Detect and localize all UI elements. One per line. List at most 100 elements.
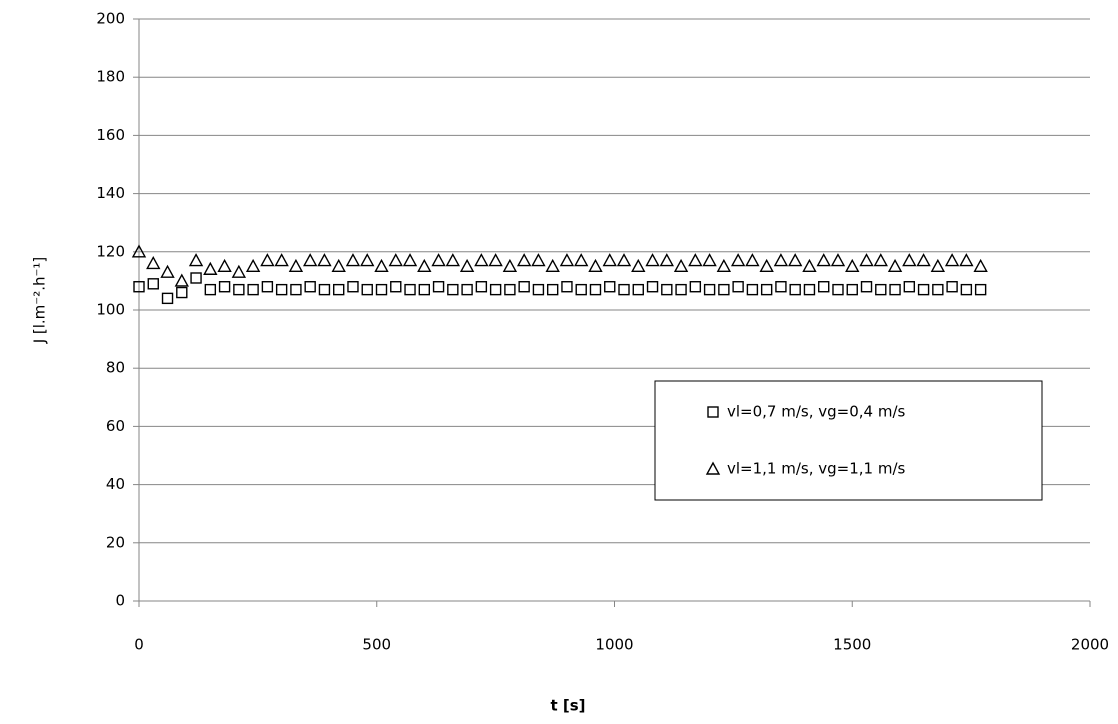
triangle-marker — [360, 253, 375, 267]
triangle-marker — [730, 253, 746, 267]
square-marker — [489, 283, 502, 296]
square-marker — [775, 281, 787, 293]
triangle-marker — [245, 258, 261, 273]
triangle-marker — [331, 258, 346, 273]
square-marker — [333, 283, 345, 296]
triangle-marker — [146, 255, 161, 270]
square-marker — [803, 283, 816, 296]
square-marker — [218, 281, 231, 293]
triangle-marker — [388, 253, 403, 267]
triangle-marker — [531, 253, 546, 267]
triangle-marker — [203, 261, 218, 275]
triangle-marker — [930, 258, 946, 273]
legend-box — [654, 380, 1043, 501]
triangle-marker — [845, 258, 860, 273]
square-marker — [718, 283, 730, 296]
triangle-marker — [231, 264, 247, 278]
triangle-marker — [916, 253, 931, 267]
square-marker — [707, 406, 719, 418]
square-marker — [176, 286, 188, 299]
triangle-marker — [973, 258, 988, 273]
square-marker — [347, 281, 359, 293]
triangle-marker — [417, 258, 432, 273]
triangle-marker — [574, 253, 589, 267]
triangle-marker — [659, 253, 674, 267]
square-marker — [732, 281, 744, 293]
square-marker — [589, 283, 602, 296]
y-tick-label: 80 — [106, 359, 125, 377]
triangle-marker — [602, 253, 617, 267]
square-marker — [889, 283, 901, 296]
square-marker — [604, 281, 616, 293]
square-marker — [646, 281, 659, 293]
y-tick-label: 140 — [96, 184, 125, 202]
y-tick-label: 200 — [96, 10, 125, 28]
triangle-marker — [902, 253, 917, 267]
triangle-marker — [459, 258, 475, 273]
x-axis-label: t [s] — [550, 697, 585, 715]
square-marker — [404, 283, 416, 296]
triangle-marker — [488, 253, 503, 267]
triangle-marker — [745, 253, 760, 267]
square-marker — [618, 283, 630, 296]
square-marker — [632, 283, 644, 296]
square-marker — [161, 292, 174, 305]
square-marker — [932, 283, 944, 296]
triangle-marker — [705, 461, 721, 475]
triangle-marker — [788, 253, 803, 267]
square-marker — [546, 283, 559, 296]
x-tick-label: 1000 — [595, 636, 633, 654]
square-marker — [561, 281, 573, 293]
square-marker — [703, 283, 716, 296]
y-tick-label: 180 — [96, 68, 125, 86]
square-marker — [818, 281, 830, 293]
triangle-marker — [944, 253, 960, 267]
square-marker — [261, 281, 274, 293]
triangle-marker — [773, 253, 789, 267]
square-marker — [361, 283, 373, 296]
square-marker — [903, 281, 916, 293]
y-tick-label: 20 — [106, 533, 125, 551]
square-marker — [832, 283, 844, 296]
triangle-marker — [502, 258, 518, 273]
y-axis-label: J [l.m⁻².h⁻¹] — [31, 257, 49, 345]
legend-label: vl=0,7 m/s, vg=0,4 m/s — [727, 403, 906, 421]
x-tick-label: 500 — [362, 636, 391, 654]
triangle-marker — [887, 258, 903, 273]
square-marker — [974, 283, 987, 296]
triangle-marker — [859, 253, 874, 267]
square-marker — [204, 283, 217, 296]
triangle-marker — [303, 253, 318, 267]
square-marker — [290, 283, 302, 296]
square-marker — [375, 283, 388, 296]
triangle-marker — [702, 253, 717, 267]
square-marker — [418, 283, 430, 296]
triangle-marker — [217, 258, 232, 273]
square-marker — [917, 283, 930, 296]
triangle-marker — [616, 253, 632, 267]
triangle-marker — [260, 253, 275, 267]
triangle-marker — [160, 264, 175, 278]
square-marker — [190, 272, 202, 284]
triangle-marker — [645, 253, 660, 267]
triangle-marker — [688, 253, 703, 267]
triangle-marker — [873, 253, 888, 267]
triangle-marker — [374, 258, 389, 273]
triangle-marker — [816, 253, 831, 267]
triangle-marker — [559, 253, 575, 267]
square-marker — [304, 281, 316, 293]
square-marker — [675, 283, 687, 296]
square-marker — [147, 278, 159, 290]
triangle-marker — [274, 253, 289, 267]
triangle-marker — [402, 253, 418, 267]
triangle-marker — [474, 253, 489, 267]
triangle-marker — [759, 258, 774, 273]
triangle-marker — [445, 253, 461, 267]
triangle-marker — [802, 258, 817, 273]
square-marker — [475, 281, 488, 293]
square-marker — [860, 281, 873, 293]
x-tick-label: 1500 — [833, 636, 871, 654]
x-tick-label: 0 — [134, 636, 144, 654]
triangle-marker — [288, 258, 304, 273]
